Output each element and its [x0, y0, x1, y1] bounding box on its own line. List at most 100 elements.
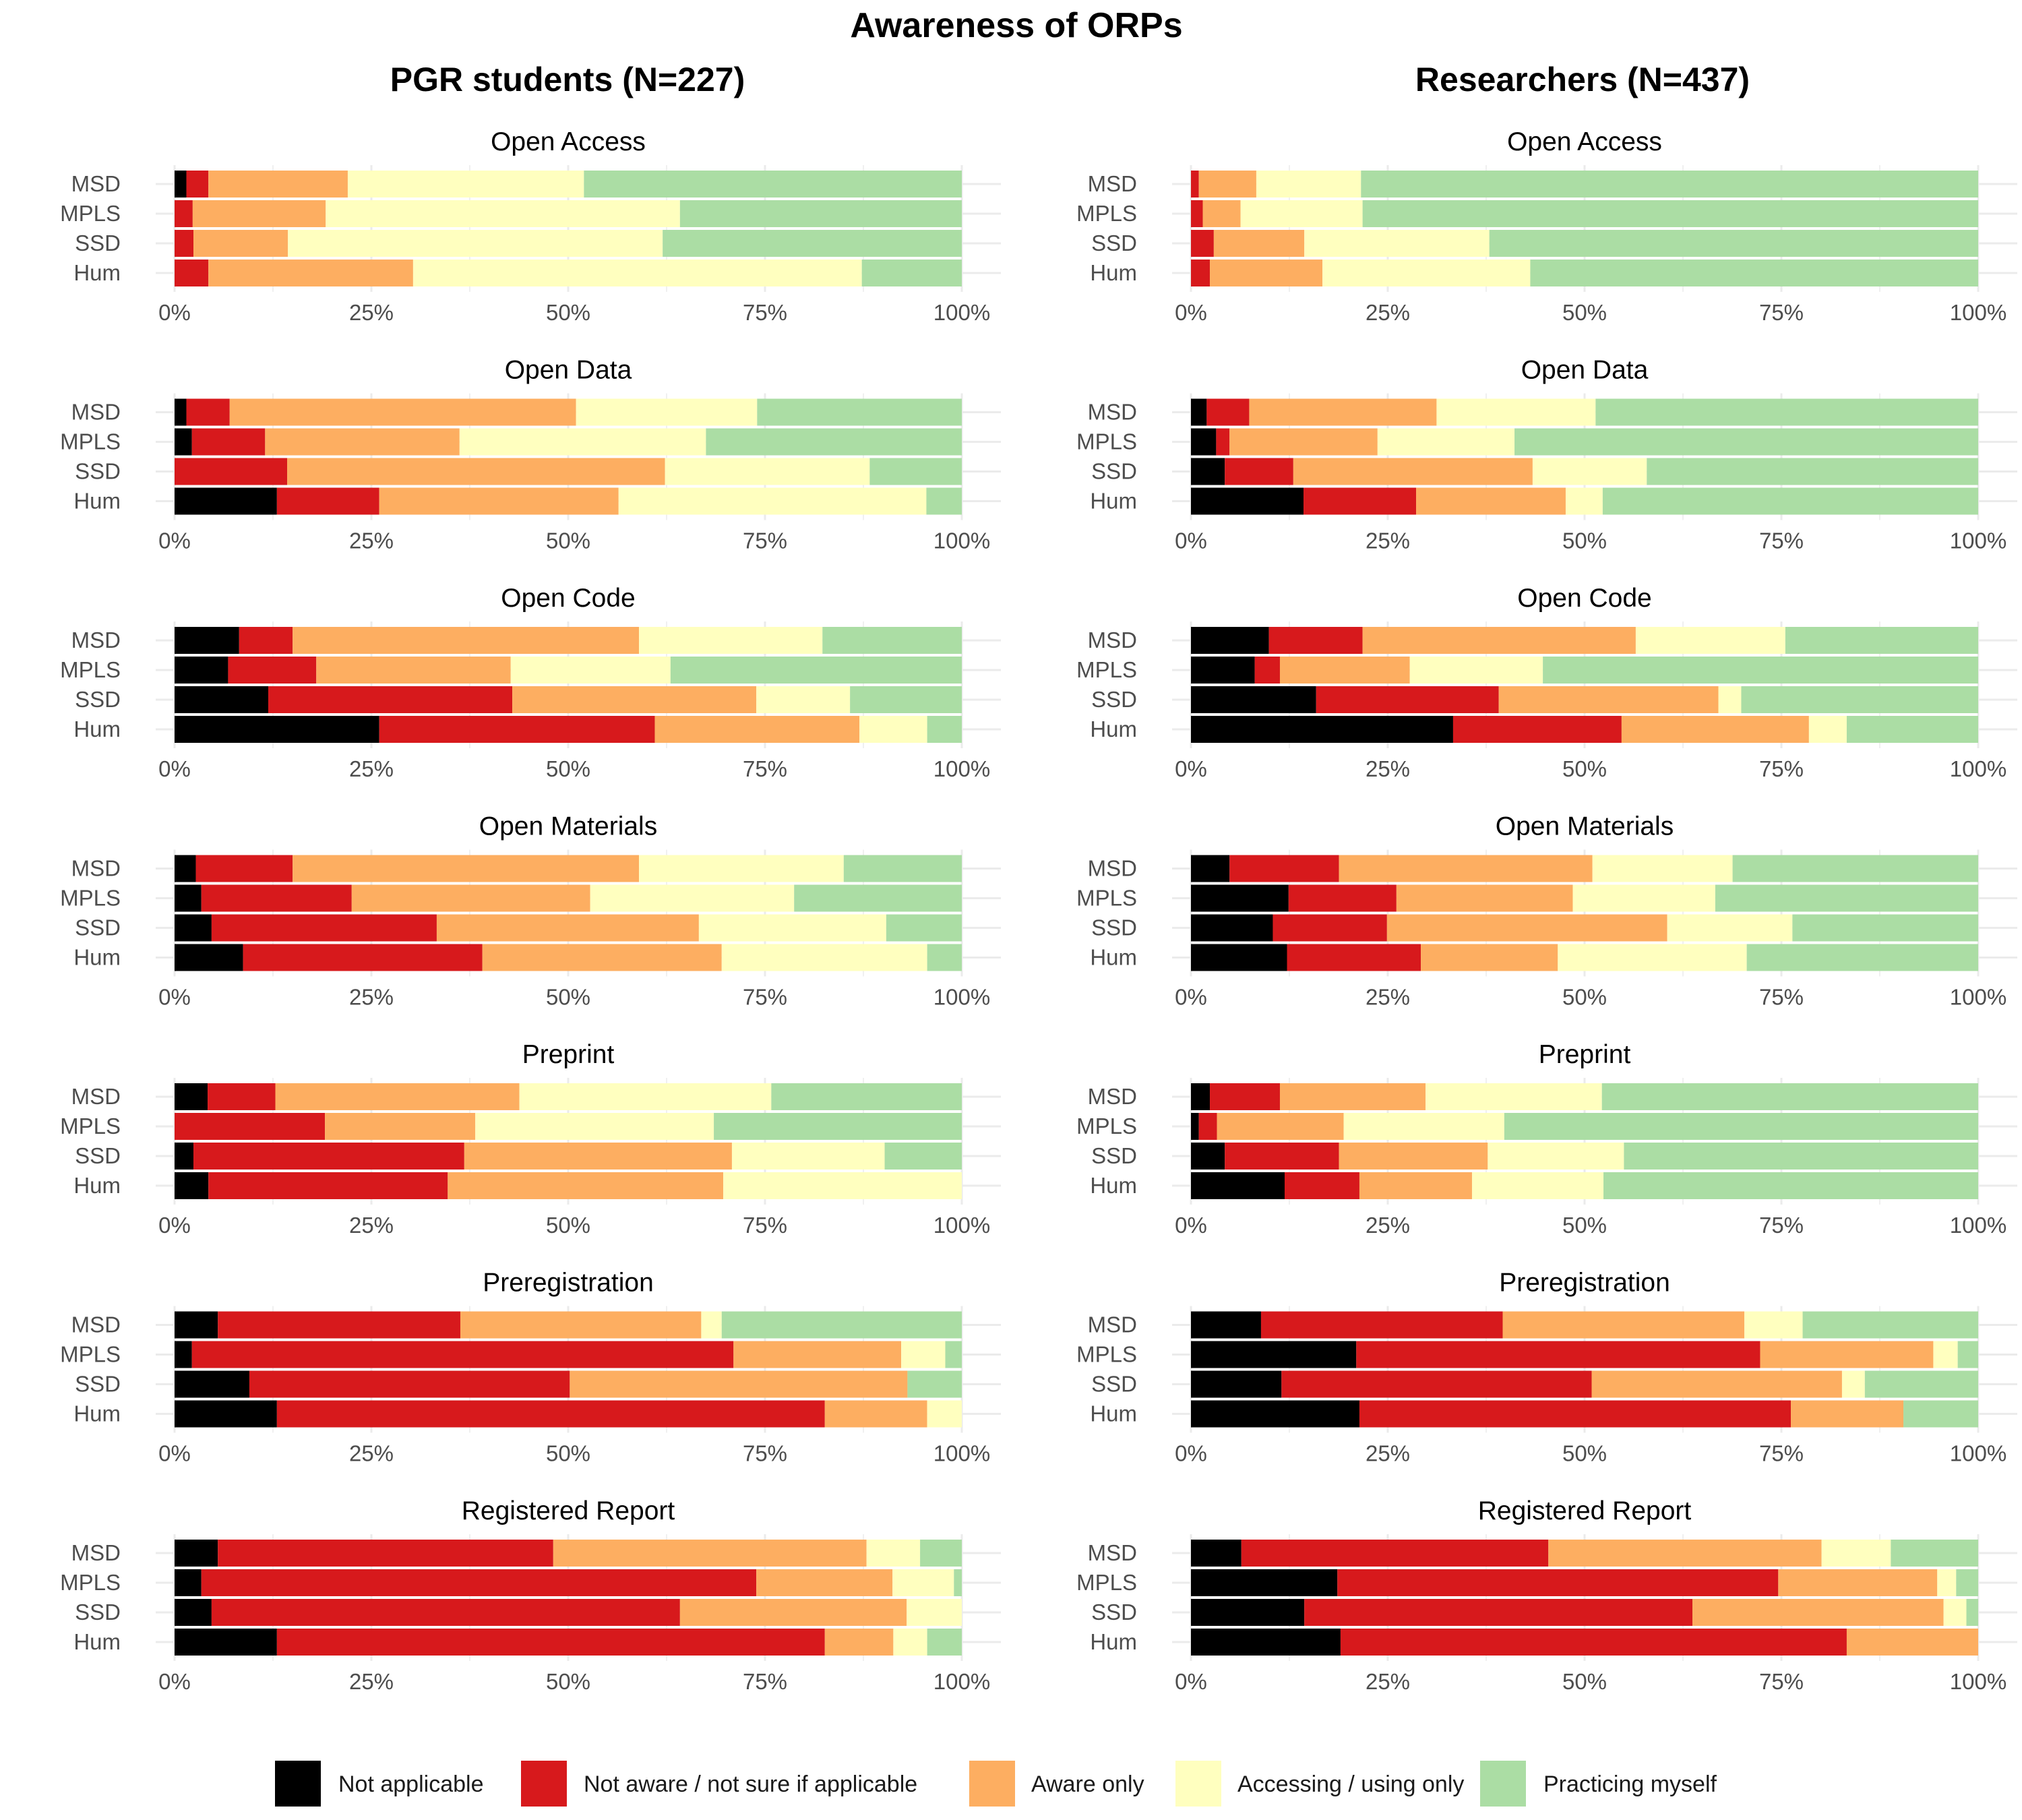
bar-segment-mpls-aware-only	[1229, 429, 1378, 456]
category-label: MSD	[1088, 628, 1137, 653]
x-tick-label: 100%	[933, 1441, 990, 1466]
bar-segment-ssd-not-aware-not-sure-if-applicable	[1316, 686, 1499, 713]
bar-segment-msd-accessing-using-only	[1436, 399, 1595, 426]
category-label: MPLS	[60, 1342, 121, 1367]
bar-segment-msd-practicing-myself	[822, 627, 962, 654]
category-label: MSD	[71, 1540, 121, 1565]
bar-segment-msd-not-aware-not-sure-if-applicable	[187, 171, 209, 198]
bar-segment-msd-not-applicable	[1191, 399, 1206, 426]
bar-segment-ssd-practicing-myself	[886, 915, 962, 942]
bar-segment-ssd-not-aware-not-sure-if-applicable	[212, 915, 437, 942]
bar-segment-mpls-accessing-using-only	[475, 1113, 714, 1140]
bar-segment-mpls-aware-only	[325, 1113, 475, 1140]
x-tick-label: 75%	[743, 300, 787, 325]
bar-segment-msd-practicing-myself	[1803, 1312, 1978, 1339]
bar-segment-mpls-not-applicable	[1191, 657, 1255, 684]
category-label: SSD	[1091, 687, 1137, 712]
bar-segment-ssd-accessing-using-only	[1533, 458, 1647, 485]
bar-segment-msd-practicing-myself	[1595, 399, 1978, 426]
bar-segment-ssd-not-aware-not-sure-if-applicable	[193, 1143, 464, 1170]
x-tick-label: 25%	[349, 1669, 394, 1694]
bar-segment-hum-aware-only	[1622, 716, 1809, 743]
bar-segment-mpls-accessing-using-only	[1378, 429, 1514, 456]
bar-segment-hum-not-applicable	[1191, 716, 1453, 743]
category-label: MSD	[1088, 856, 1137, 881]
bar-segment-hum-aware-only	[1359, 1172, 1472, 1199]
bar-segment-hum-not-applicable	[175, 488, 277, 515]
bar-segment-hum-accessing-using-only	[619, 488, 927, 515]
x-tick-label: 0%	[158, 300, 191, 325]
bar-segment-ssd-accessing-using-only	[1667, 915, 1793, 942]
bar-segment-hum-aware-only	[825, 1401, 927, 1428]
bar-segment-hum-accessing-using-only	[413, 260, 862, 286]
category-label: SSD	[1091, 1600, 1137, 1625]
bar-segment-ssd-practicing-myself	[1741, 686, 1978, 713]
bar-segment-hum-practicing-myself	[1603, 488, 1978, 515]
bar-segment-mpls-not-applicable	[175, 429, 192, 456]
legend-swatch	[275, 1761, 321, 1807]
bar-segment-mpls-aware-only	[352, 885, 590, 912]
bar-segment-msd-aware-only	[208, 171, 348, 198]
bar-segment-ssd-practicing-myself	[663, 230, 962, 257]
category-label: MPLS	[1076, 1570, 1137, 1595]
bar-segment-ssd-not-aware-not-sure-if-applicable	[1225, 458, 1293, 485]
x-tick-label: 100%	[933, 300, 990, 325]
bar-segment-mpls-aware-only	[316, 657, 510, 684]
category-label: SSD	[1091, 1143, 1137, 1168]
bar-segment-mpls-not-aware-not-sure-if-applicable	[1289, 885, 1397, 912]
bar-segment-hum-practicing-myself	[1530, 260, 1978, 286]
bar-segment-ssd-not-applicable	[175, 1143, 193, 1170]
bar-segment-msd-accessing-using-only	[576, 399, 758, 426]
bar-segment-hum-not-aware-not-sure-if-applicable	[175, 260, 208, 286]
bar-segment-mpls-practicing-myself	[1514, 429, 1978, 456]
legend-swatch	[969, 1761, 1015, 1807]
bar-segment-hum-not-applicable	[175, 944, 243, 971]
bar-segment-msd-practicing-myself	[584, 171, 962, 198]
category-label: SSD	[75, 1143, 121, 1168]
bar-segment-msd-not-aware-not-sure-if-applicable	[1242, 1540, 1549, 1567]
category-label: Hum	[1090, 1173, 1137, 1198]
category-label: MSD	[71, 171, 121, 196]
bar-segment-mpls-not-aware-not-sure-if-applicable	[1356, 1341, 1760, 1368]
bar-segment-ssd-practicing-myself	[1966, 1599, 1978, 1626]
bar-segment-msd-accessing-using-only	[701, 1312, 721, 1339]
bar-segment-hum-aware-only	[1416, 488, 1566, 515]
category-label: MPLS	[60, 201, 121, 226]
bar-segment-ssd-aware-only	[1692, 1599, 1944, 1626]
category-label: MSD	[71, 1084, 121, 1109]
bar-segment-ssd-aware-only	[1214, 230, 1304, 257]
bar-segment-hum-not-applicable	[1191, 1629, 1341, 1656]
category-label: Hum	[1090, 945, 1137, 970]
x-tick-label: 100%	[1950, 528, 2006, 553]
x-tick-label: 75%	[1759, 1669, 1804, 1694]
bar-segment-msd-not-applicable	[175, 627, 239, 654]
bar-segment-ssd-practicing-myself	[1624, 1143, 1978, 1170]
category-label: MPLS	[60, 1114, 121, 1139]
bar-segment-ssd-accessing-using-only	[1944, 1599, 1967, 1626]
bar-segment-msd-accessing-using-only	[520, 1083, 772, 1110]
bar-segment-hum-not-aware-not-sure-if-applicable	[277, 1401, 825, 1428]
bar-segment-msd-aware-only	[293, 855, 639, 882]
bar-segment-msd-not-applicable	[175, 171, 187, 198]
bar-segment-msd-practicing-myself	[1602, 1083, 1978, 1110]
bar-segment-ssd-accessing-using-only	[907, 1599, 962, 1626]
category-label: SSD	[75, 687, 121, 712]
category-label: Hum	[73, 1173, 121, 1198]
bar-segment-hum-accessing-using-only	[1322, 260, 1530, 286]
x-tick-label: 100%	[1950, 1441, 2006, 1466]
x-tick-label: 75%	[1759, 1213, 1804, 1238]
bar-segment-mpls-accessing-using-only	[326, 200, 680, 227]
category-label: SSD	[75, 1372, 121, 1397]
bar-segment-msd-not-aware-not-sure-if-applicable	[1210, 1083, 1280, 1110]
bar-segment-ssd-aware-only	[193, 230, 288, 257]
legend-label: Aware only	[1031, 1771, 1144, 1797]
bar-segment-ssd-practicing-myself	[907, 1371, 962, 1398]
x-tick-label: 75%	[1759, 528, 1804, 553]
bar-segment-hum-practicing-myself	[1903, 1401, 1978, 1428]
category-label: MPLS	[1076, 429, 1137, 454]
bar-segment-ssd-not-aware-not-sure-if-applicable	[1191, 230, 1214, 257]
bar-segment-msd-not-applicable	[1191, 627, 1269, 654]
bar-segment-ssd-practicing-myself	[1792, 915, 1978, 942]
bar-segment-msd-accessing-using-only	[348, 171, 584, 198]
bar-segment-msd-aware-only	[230, 399, 576, 426]
